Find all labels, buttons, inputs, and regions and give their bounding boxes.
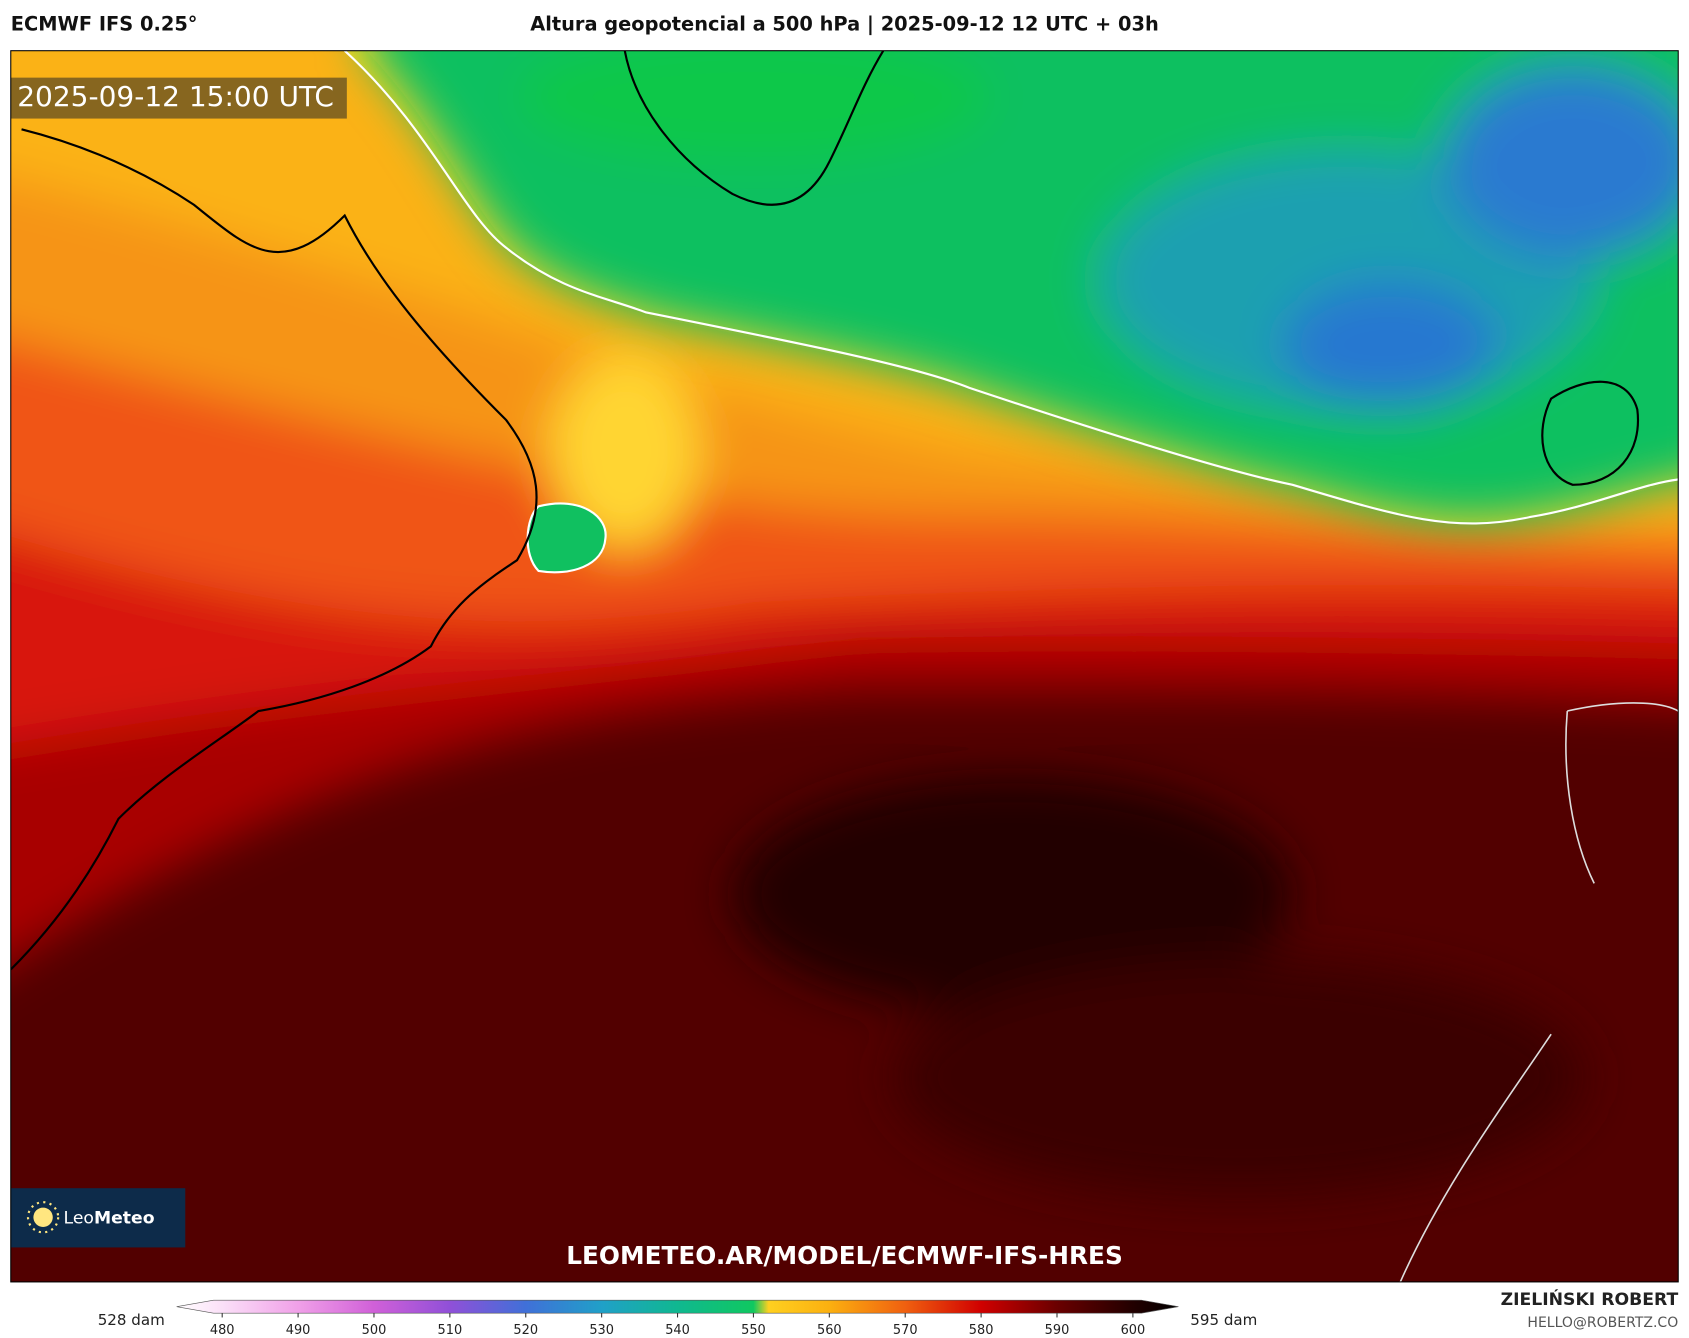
logo-text: LeoMeteo (64, 1208, 155, 1228)
credit-email: HELLO@ROBERTZ.CO (1527, 1315, 1678, 1331)
colorbar-tick-label: 580 (969, 1323, 994, 1338)
colorbar-min-label: 528 dam (98, 1311, 165, 1329)
time-box (10, 77, 347, 119)
colorbar-tick-label: 550 (741, 1323, 766, 1338)
model-name: ECMWF IFS 0.25° (11, 12, 198, 35)
colorbar-max-label: 595 dam (1190, 1311, 1257, 1329)
colorbar-tick-label: 500 (362, 1323, 387, 1338)
colorbar-tick-label: 520 (513, 1323, 538, 1338)
colorbar-tick-label: 510 (438, 1323, 463, 1338)
map-frame (10, 50, 1679, 1283)
colorbar-tick-label: 560 (817, 1323, 842, 1338)
colorbar-tick-label: 540 (665, 1323, 690, 1338)
colorbar-tick-label: 600 (1121, 1323, 1146, 1338)
credit-author: ZIELIŃSKI ROBERT (1501, 1288, 1679, 1310)
logo-rays (26, 1201, 60, 1234)
source-url: LEOMETEO.AR/MODEL/ECMWF-IFS-HRES (566, 1241, 1123, 1270)
colorbar-tick-label: 570 (893, 1323, 918, 1338)
logo-meteo: Meteo (94, 1208, 155, 1228)
colorbar-tick-label: 590 (1045, 1323, 1070, 1338)
colorbar-tick-label: 490 (286, 1323, 311, 1338)
colorbar (176, 1299, 1179, 1314)
valid-time: 2025-09-12 15:00 UTC (17, 80, 334, 113)
map-field (10, 50, 1679, 1282)
logo-sun (33, 1207, 53, 1227)
colorbar-tick-label: 480 (210, 1323, 235, 1338)
map-title: Altura geopotencial a 500 hPa | 2025-09-… (530, 12, 1159, 35)
logo-leo: Leo (64, 1208, 94, 1228)
colorbar-tick-label: 530 (589, 1323, 614, 1338)
